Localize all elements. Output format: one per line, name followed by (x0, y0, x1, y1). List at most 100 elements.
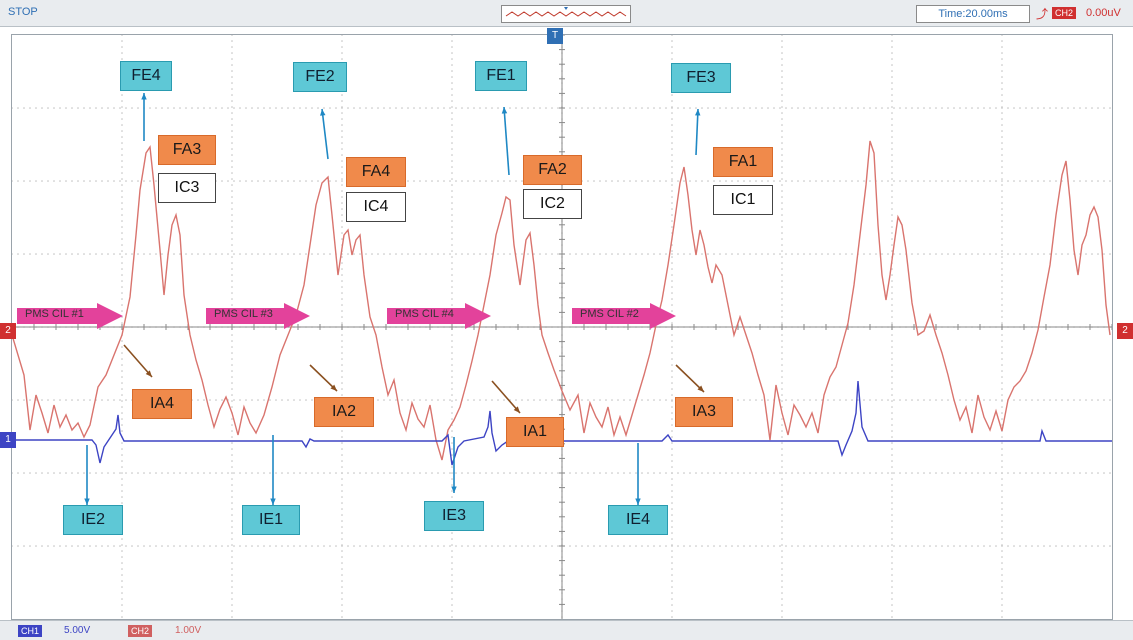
grid-dot (1001, 592, 1003, 594)
grid-dot (989, 107, 991, 109)
grid-dot (781, 286, 783, 288)
grid-dot (323, 472, 325, 474)
grid-dot (451, 148, 453, 150)
grid-dot (125, 545, 127, 547)
grid-dot (131, 253, 133, 255)
grid-dot (121, 448, 123, 450)
grid-dot (575, 253, 577, 255)
grid-dot (671, 364, 673, 366)
grid-dot (891, 118, 893, 120)
grid-dot (1097, 180, 1099, 182)
grid-dot (23, 545, 25, 547)
grid-dot (89, 180, 91, 182)
grid-dot (923, 399, 925, 401)
grid-dot (497, 472, 499, 474)
grid-dot (781, 484, 783, 486)
grid-dot (959, 107, 961, 109)
grid-dot (341, 226, 343, 228)
ch2-badge[interactable]: CH2 (128, 625, 153, 637)
grid-dot (1001, 610, 1003, 612)
grid-dot (1001, 178, 1003, 180)
ch2-offset-marker-right[interactable]: 2 (1117, 323, 1133, 339)
grid-dot (773, 107, 775, 109)
grid-dot (231, 220, 233, 222)
grid-dot (467, 545, 469, 547)
grid-dot (323, 253, 325, 255)
grid-dot (851, 253, 853, 255)
grid-dot (983, 399, 985, 401)
grid-dot (891, 166, 893, 168)
grid-dot (605, 545, 607, 547)
grid-dot (231, 406, 233, 408)
grid-dot (587, 107, 589, 109)
grid-dot (671, 196, 673, 198)
ch1-offset-marker[interactable]: 1 (0, 432, 16, 448)
grid-dot (821, 180, 823, 182)
grid-dot (231, 250, 233, 252)
grid-dot (707, 545, 709, 547)
grid-dot (869, 472, 871, 474)
grid-dot (767, 472, 769, 474)
grid-dot (121, 568, 123, 570)
grid-dot (485, 399, 487, 401)
timebase-readout[interactable]: Time:20.00ms (916, 5, 1030, 23)
ch1-scale[interactable]: 5.00V (64, 625, 91, 636)
grid-dot (671, 310, 673, 312)
grid-dot (781, 166, 783, 168)
trigger-time-marker[interactable]: T (547, 28, 563, 44)
grid-dot (329, 180, 331, 182)
grid-dot (977, 472, 979, 474)
grid-dot (1001, 364, 1003, 366)
grid-dot (121, 238, 123, 240)
grid-dot (1037, 180, 1039, 182)
grid-dot (953, 107, 955, 109)
grid-dot (231, 454, 233, 456)
grid-dot (857, 545, 859, 547)
grid-dot (781, 130, 783, 132)
grid-dot (965, 253, 967, 255)
grid-dot (641, 107, 643, 109)
grid-dot (1037, 107, 1039, 109)
grid-dot (1001, 238, 1003, 240)
ch2-scale[interactable]: 1.00V (175, 625, 202, 636)
grid-dot (781, 502, 783, 504)
grid-dot (671, 298, 673, 300)
grid-dot (341, 472, 343, 474)
grid-dot (479, 107, 481, 109)
grid-dot (149, 180, 151, 182)
grid-dot (617, 253, 619, 255)
grid-dot (1049, 180, 1051, 182)
ch1-badge[interactable]: CH1 (18, 625, 43, 637)
grid-dot (1001, 107, 1003, 109)
grid-dot (1001, 520, 1003, 522)
run-status[interactable]: STOP (8, 6, 38, 18)
grid-dot (671, 262, 673, 264)
trigger-position-indicator[interactable] (501, 5, 631, 23)
grid-dot (231, 100, 233, 102)
grid-dot (935, 545, 937, 547)
grid-dot (451, 166, 453, 168)
grid-dot (725, 253, 727, 255)
grid-dot (1001, 100, 1003, 102)
grid-dot (503, 545, 505, 547)
grid-dot (623, 545, 625, 547)
grid-dot (121, 376, 123, 378)
grid-dot (231, 256, 233, 258)
grid-dot (231, 424, 233, 426)
grid-dot (891, 208, 893, 210)
grid-dot (167, 472, 169, 474)
ch2-offset-marker[interactable]: 2 (0, 323, 16, 339)
grid-dot (1001, 35, 1003, 36)
grid-dot (231, 538, 233, 540)
grid-dot (1001, 490, 1003, 492)
grid-dot (231, 142, 233, 144)
grid-dot (891, 52, 893, 54)
grid-dot (891, 292, 893, 294)
grid-dot (353, 253, 355, 255)
grid-dot (17, 107, 19, 109)
grid-dot (53, 107, 55, 109)
grid-dot (671, 616, 673, 618)
grid-dot (341, 346, 343, 348)
grid-dot (231, 550, 233, 552)
grid-dot (451, 346, 453, 348)
